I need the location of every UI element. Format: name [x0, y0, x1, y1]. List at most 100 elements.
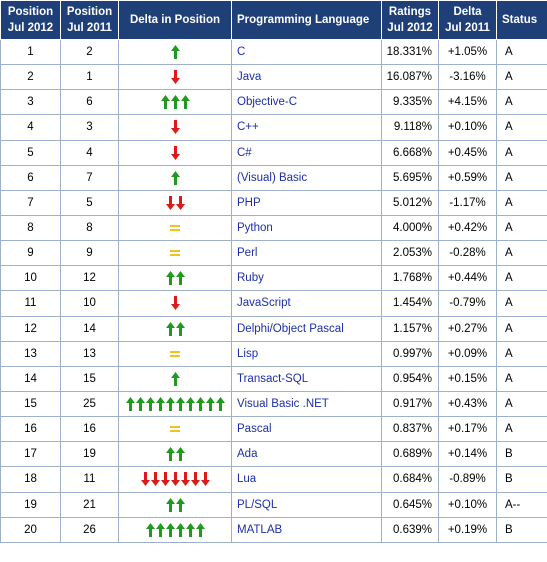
- header-delta-position-label: Delta in Position: [129, 14, 221, 26]
- status-cell: B: [496, 441, 547, 468]
- language-link[interactable]: Java: [231, 64, 382, 91]
- status-cell: A: [496, 164, 547, 191]
- table-row: 4 3 C++ 9.118% +0.10% A: [0, 114, 547, 141]
- rating-cell: 1.768%: [381, 265, 439, 292]
- header-language[interactable]: Programming Language: [231, 0, 382, 40]
- language-link[interactable]: Lua: [231, 466, 382, 493]
- header-delta-rating[interactable]: Delta Jul 2011: [438, 0, 497, 40]
- delta-rating-cell: +1.05%: [438, 38, 497, 66]
- language-link[interactable]: C#: [231, 139, 382, 166]
- position-2012-cell: 17: [0, 441, 61, 468]
- delta-position-cell: [118, 240, 232, 267]
- delta-rating-cell: -1.17%: [438, 189, 497, 216]
- arrow-down-icon: [170, 296, 180, 311]
- header-delta-rating-line1: Delta: [453, 6, 482, 18]
- arrow-up-icon: [160, 95, 170, 110]
- arrow-down-icon: [165, 195, 175, 210]
- rating-cell: 2.053%: [381, 240, 439, 267]
- language-link[interactable]: PL/SQL: [231, 491, 382, 518]
- status-cell: A: [496, 240, 547, 267]
- position-2011-cell: 11: [60, 466, 119, 493]
- position-2011-cell: 2: [60, 38, 119, 66]
- header-position-2012-line1: Position: [7, 6, 54, 18]
- language-link[interactable]: Objective-C: [231, 89, 382, 116]
- delta-position-cell: [118, 265, 232, 292]
- language-link[interactable]: (Visual) Basic: [231, 164, 382, 191]
- delta-rating-cell: +0.14%: [438, 441, 497, 468]
- language-link[interactable]: PHP: [231, 189, 382, 216]
- position-2011-cell: 7: [60, 164, 119, 191]
- table-row: 18 11 Lua 0.684% -0.89% B: [0, 466, 547, 493]
- table-row: 7 5 PHP 5.012% -1.17% A: [0, 189, 547, 216]
- language-link[interactable]: JavaScript: [231, 290, 382, 317]
- status-cell: A: [496, 64, 547, 91]
- delta-rating-cell: +0.43%: [438, 390, 497, 418]
- header-position-2011[interactable]: Position Jul 2011: [60, 0, 119, 40]
- language-link[interactable]: Pascal: [231, 416, 382, 443]
- arrow-up-icon: [135, 397, 145, 412]
- language-link[interactable]: Perl: [231, 240, 382, 267]
- arrow-up-icon: [165, 522, 175, 537]
- delta-position-cell: [118, 365, 232, 392]
- rating-cell: 16.087%: [381, 64, 439, 91]
- rating-cell: 5.695%: [381, 164, 439, 191]
- delta-rating-cell: +0.42%: [438, 214, 497, 242]
- header-position-2012[interactable]: Position Jul 2012: [0, 0, 61, 40]
- table-row: 11 10 JavaScript 1.454% -0.79% A: [0, 290, 547, 317]
- delta-position-cell: [118, 38, 232, 66]
- status-cell: A: [496, 114, 547, 141]
- language-link[interactable]: Transact-SQL: [231, 365, 382, 392]
- position-2012-cell: 13: [0, 340, 61, 367]
- header-row: Position Jul 2012 Position Jul 2011 Delt…: [0, 0, 547, 40]
- header-status[interactable]: Status: [496, 0, 547, 40]
- language-link[interactable]: Delphi/Object Pascal: [231, 315, 382, 342]
- arrow-up-icon: [165, 397, 175, 412]
- header-delta-position[interactable]: Delta in Position: [118, 0, 232, 40]
- status-cell: B: [496, 466, 547, 493]
- delta-position-cell: [118, 390, 232, 418]
- position-2012-cell: 10: [0, 265, 61, 292]
- header-ratings-line1: Ratings: [388, 6, 432, 18]
- delta-position-cell: [118, 214, 232, 242]
- arrow-up-icon: [165, 271, 175, 286]
- language-link[interactable]: C: [231, 38, 382, 66]
- language-link[interactable]: MATLAB: [231, 516, 382, 543]
- arrow-down-icon: [200, 472, 210, 487]
- arrow-down-icon: [170, 472, 180, 487]
- rating-cell: 4.000%: [381, 214, 439, 242]
- language-link[interactable]: Ruby: [231, 265, 382, 292]
- arrow-up-icon: [195, 522, 205, 537]
- table-row: 15 25 Visual Basic .NET 0.917% +0.43% A: [0, 390, 547, 418]
- language-link[interactable]: Visual Basic .NET: [231, 390, 382, 418]
- table-row: 12 14 Delphi/Object Pascal 1.157% +0.27% A: [0, 315, 547, 342]
- language-link[interactable]: Python: [231, 214, 382, 242]
- rating-cell: 0.997%: [381, 340, 439, 367]
- header-position-2012-line2: Jul 2012: [7, 22, 54, 34]
- table-row: 17 19 Ada 0.689% +0.14% B: [0, 441, 547, 468]
- delta-position-cell: [118, 114, 232, 141]
- language-link[interactable]: Ada: [231, 441, 382, 468]
- status-cell: A: [496, 390, 547, 418]
- table-row: 19 21 PL/SQL 0.645% +0.10% A--: [0, 491, 547, 518]
- position-2011-cell: 1: [60, 64, 119, 91]
- language-link[interactable]: Lisp: [231, 340, 382, 367]
- arrow-up-icon: [175, 497, 185, 512]
- header-delta-rating-line2: Jul 2011: [445, 22, 490, 34]
- header-ratings[interactable]: Ratings Jul 2012: [381, 0, 439, 40]
- delta-rating-cell: +0.17%: [438, 416, 497, 443]
- position-2012-cell: 8: [0, 214, 61, 242]
- position-2012-cell: 20: [0, 516, 61, 543]
- status-cell: A: [496, 89, 547, 116]
- equal-icon: [170, 225, 180, 232]
- language-link[interactable]: C++: [231, 114, 382, 141]
- arrow-up-icon: [185, 522, 195, 537]
- position-2011-cell: 8: [60, 214, 119, 242]
- delta-position-cell: [118, 491, 232, 518]
- arrow-up-icon: [145, 397, 155, 412]
- arrow-up-icon: [170, 371, 180, 386]
- status-cell: A: [496, 139, 547, 166]
- delta-rating-cell: -3.16%: [438, 64, 497, 91]
- delta-position-cell: [118, 139, 232, 166]
- position-2011-cell: 10: [60, 290, 119, 317]
- arrow-up-icon: [185, 397, 195, 412]
